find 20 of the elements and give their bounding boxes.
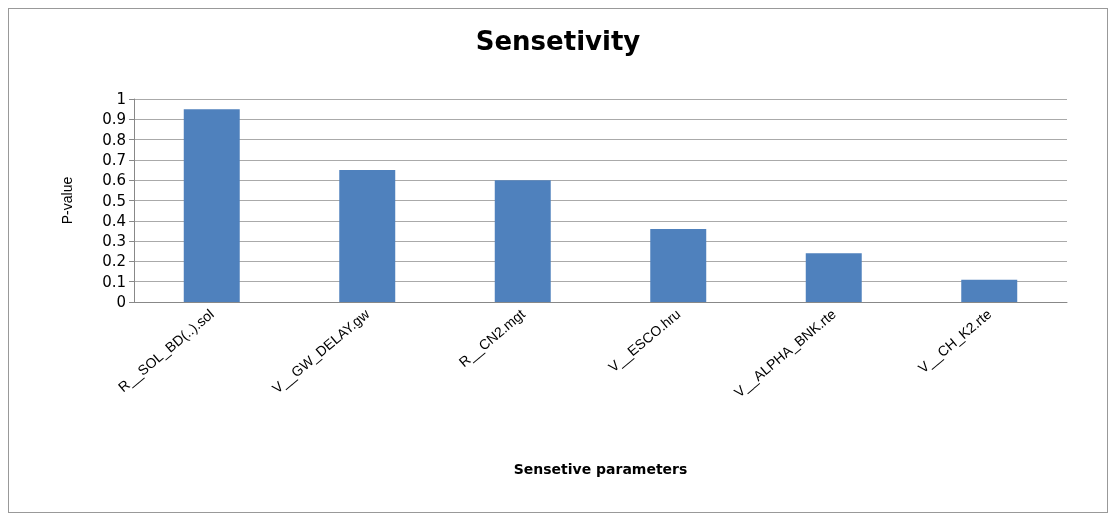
x-axis-title: Sensetive parameters bbox=[513, 461, 688, 477]
bar bbox=[961, 279, 1018, 302]
y-tick-label: 0.3 bbox=[102, 232, 126, 251]
bar bbox=[183, 109, 240, 302]
y-tick-label: 0.1 bbox=[102, 272, 126, 291]
y-tick-label: 0.2 bbox=[102, 252, 126, 271]
y-tick-label: 0.6 bbox=[102, 171, 126, 190]
y-axis-title: P-value bbox=[59, 176, 75, 225]
bar bbox=[805, 253, 862, 302]
bar bbox=[650, 228, 707, 302]
y-tick-label: 0.5 bbox=[102, 191, 126, 210]
y-tick-label: 0 bbox=[116, 293, 126, 311]
y-tick-label: 0.8 bbox=[102, 130, 126, 149]
chart-title: Sensetivity bbox=[475, 26, 641, 56]
y-tick-label: 0.9 bbox=[102, 110, 126, 129]
bar bbox=[494, 180, 551, 302]
bar bbox=[339, 170, 396, 302]
y-tick-label: 1 bbox=[116, 90, 126, 108]
y-tick-label: 0.7 bbox=[102, 150, 126, 169]
y-tick-label: 0.4 bbox=[102, 211, 126, 230]
